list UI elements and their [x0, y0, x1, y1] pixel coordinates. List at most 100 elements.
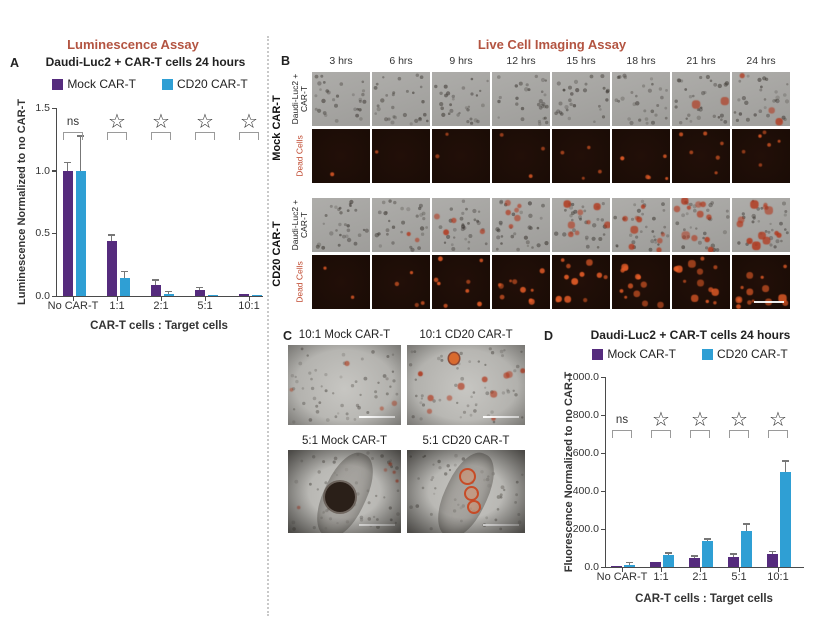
micrograph-mock-overlay-24hrs — [732, 72, 790, 126]
panel-a-y-axis-label: Luminescence Normalized to no CAR-T — [16, 99, 28, 305]
significance-star: ☆ — [240, 109, 258, 133]
bar-cd20-NoCART — [624, 565, 635, 567]
speckles — [312, 129, 314, 131]
plot-area — [56, 108, 263, 297]
error-bar-cap — [691, 555, 698, 557]
speckles — [552, 72, 554, 74]
scale-bar — [359, 416, 395, 418]
y-tick-label: 0.0 — [584, 561, 599, 573]
error-bar — [706, 539, 709, 542]
bar-mock-101 — [767, 553, 778, 567]
x-tick-label: No CAR-T — [596, 571, 648, 583]
significance-bracket — [651, 430, 671, 438]
dead-cell-ring — [467, 500, 481, 514]
speckles — [492, 198, 494, 200]
micrograph-cd20-dead-cells-15hrs — [552, 255, 610, 309]
x-tick-mark — [72, 297, 74, 301]
speckles — [372, 198, 374, 200]
micrograph-mock-dead-cells-3hrs — [312, 129, 370, 183]
error-bar — [745, 524, 748, 531]
significance-bracket — [690, 430, 710, 438]
speckles — [552, 198, 554, 200]
significance-bracket — [239, 132, 259, 140]
error-bar-cap — [665, 552, 672, 554]
air-bubble — [325, 481, 356, 512]
scale-bar — [754, 301, 784, 303]
micrograph-cd20-overlay-9hrs — [432, 198, 490, 252]
error-bar — [123, 272, 126, 279]
micrograph-mock-overlay-18hrs — [612, 72, 670, 126]
micrograph-mock-overlay-12hrs — [492, 72, 550, 126]
error-bar — [198, 288, 201, 290]
micrograph-mock-dead-cells-21hrs — [672, 129, 730, 183]
significance-bracket — [612, 430, 632, 438]
y-tick-mark — [601, 376, 605, 378]
panel-d-title: Daudi-Luc2 + CAR-T cells 24 hours — [590, 328, 791, 342]
legend-item-mock: Mock CAR-T — [52, 77, 136, 91]
speckles — [672, 198, 674, 200]
right-section-title: Live Cell Imaging Assay — [477, 37, 627, 52]
speckles — [432, 72, 434, 74]
micrograph-cd20-dead-cells-3hrs — [312, 255, 370, 309]
x-tick-mark — [204, 297, 206, 301]
panel-a-legend: Mock CAR-T CD20 CAR-T — [40, 77, 260, 91]
x-tick-mark — [660, 568, 662, 572]
bar-cd20-11 — [663, 554, 674, 567]
speckles — [672, 255, 674, 257]
speckles — [432, 129, 434, 131]
micrograph-cd20-dead-cells-6hrs — [372, 255, 430, 309]
mock-swatch — [592, 348, 604, 360]
panel-a-label: A — [10, 56, 20, 70]
bar-mock-NoCART — [611, 566, 622, 567]
scale-bar — [483, 416, 519, 418]
group-label-mock-cart: Mock CAR-T — [271, 95, 283, 161]
significance-ns: ns — [615, 414, 629, 426]
plot-area — [605, 377, 804, 568]
panel-c-label: C — [283, 329, 293, 343]
x-tick-label: 2:1 — [692, 571, 708, 583]
speckles — [432, 198, 434, 200]
speckles — [312, 72, 314, 74]
speckles — [312, 255, 314, 257]
bar-mock-51 — [728, 556, 739, 567]
time-header: 12 hrs — [506, 55, 536, 67]
significance-bracket — [729, 430, 749, 438]
error-bar-cap — [64, 161, 71, 164]
time-header: 18 hrs — [626, 55, 656, 67]
micrograph-cd20-dead-cells-9hrs — [432, 255, 490, 309]
legend-label-cd20: CD20 CAR-T — [176, 77, 248, 91]
row-label-cd20-dead: Dead Cells — [294, 261, 305, 303]
y-tick-label: 0.0 — [35, 290, 50, 302]
micrograph-mock-overlay-15hrs — [552, 72, 610, 126]
time-header: 21 hrs — [686, 55, 716, 67]
scale-bar — [483, 524, 519, 526]
c-title-5-1-cd20: 5:1 CD20 CAR-T — [422, 435, 510, 447]
legend-label-mock: Mock CAR-T — [67, 77, 136, 91]
panel-a-title: Daudi-Luc2 + CAR-T cells 24 hours — [45, 55, 246, 69]
c-title-10-1-mock: 10:1 Mock CAR-T — [298, 329, 391, 341]
x-tick-label: 10:1 — [238, 300, 260, 312]
y-tick-mark — [601, 414, 605, 416]
significance-bracket — [195, 132, 215, 140]
panel-a-x-axis-label: CAR-T cells : Target cells — [90, 320, 228, 332]
micrograph-mock-overlay-3hrs — [312, 72, 370, 126]
row-label-mock-overlay: Daudi-Luc2 + CAR-T — [289, 73, 309, 125]
micrograph-cd20-dead-cells-18hrs — [612, 255, 670, 309]
error-bar-cap — [730, 553, 737, 555]
error-bar-cap — [704, 538, 711, 540]
time-header: 3 hrs — [329, 55, 353, 67]
fluorescence-bar-chart: Fluorescence Normalized to no CAR-T CAR-… — [559, 369, 809, 615]
y-tick-mark — [52, 295, 56, 297]
c-title-5-1-mock: 5:1 Mock CAR-T — [302, 435, 387, 447]
time-header: 9 hrs — [449, 55, 473, 67]
error-bar-cap — [743, 523, 750, 525]
speckles — [372, 255, 374, 257]
micrograph-mock-dead-cells-18hrs — [612, 129, 670, 183]
bar-cd20-51 — [741, 530, 752, 567]
significance-star: ☆ — [196, 109, 214, 133]
error-bar — [167, 292, 170, 294]
error-bar-cap — [196, 286, 203, 289]
bar-mock-11 — [106, 240, 117, 296]
row-label-cd20-overlay: Daudi-Luc2 + CAR-T — [289, 199, 309, 251]
panel-d-legend: Mock CAR-T CD20 CAR-T — [575, 347, 805, 361]
